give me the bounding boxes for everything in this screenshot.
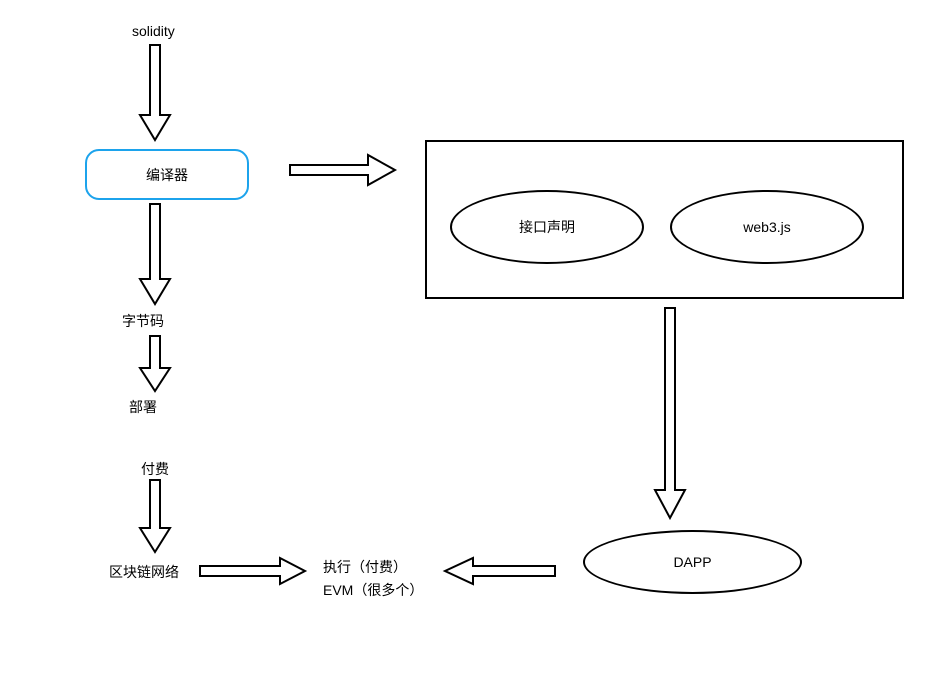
compiler-label: 编译器 xyxy=(146,165,188,185)
web3js-label: web3.js xyxy=(743,219,790,235)
arrow-pay-blockchain xyxy=(140,480,170,552)
interface-label: 接口声明 xyxy=(519,217,575,237)
arrow-compiler-box xyxy=(290,155,395,185)
flowchart-canvas: solidity 编译器 字节码 部署 付费 区块链网络 执行（付费） EVM（… xyxy=(0,0,943,677)
arrow-bytecode-deploy xyxy=(140,336,170,391)
node-compiler: 编译器 xyxy=(85,149,249,200)
node-deploy: 部署 xyxy=(129,397,157,417)
node-dapp: DAPP xyxy=(583,530,802,594)
node-bytecode: 字节码 xyxy=(122,311,164,331)
node-interface: 接口声明 xyxy=(450,190,644,264)
dapp-label: DAPP xyxy=(673,554,711,570)
node-solidity: solidity xyxy=(132,23,175,39)
node-blockchain: 区块链网络 xyxy=(109,562,179,582)
arrow-dapp-exec xyxy=(445,558,555,584)
arrow-solidity-compiler xyxy=(140,45,170,140)
node-pay: 付费 xyxy=(141,459,169,479)
arrow-blockchain-exec xyxy=(200,558,305,584)
arrow-compiler-bytecode xyxy=(140,204,170,304)
node-exec-pay: 执行（付费） xyxy=(323,557,407,577)
node-evm-many: EVM（很多个） xyxy=(323,580,423,600)
arrow-box-dapp xyxy=(655,308,685,518)
node-web3js: web3.js xyxy=(670,190,864,264)
